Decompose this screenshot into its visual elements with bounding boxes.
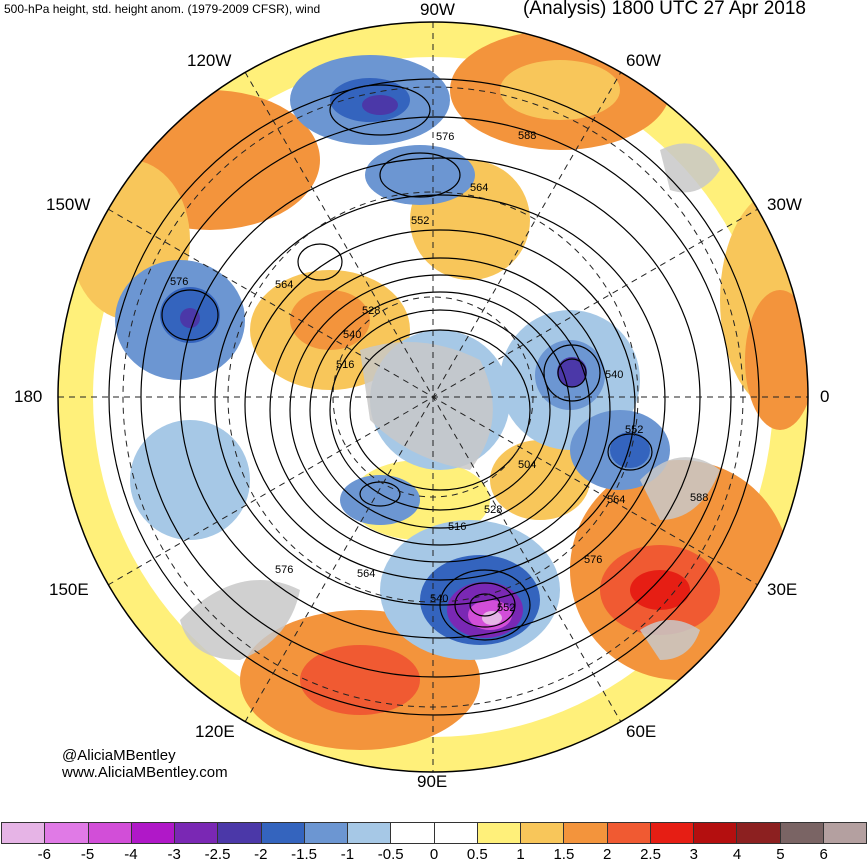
contour-label: 564 [275,279,293,291]
colorbar-swatch [304,822,348,844]
colorbar-swatch [261,822,305,844]
contour-label: 552 [625,424,643,436]
colorbar-swatch [737,822,781,844]
colorbar-swatch [694,822,738,844]
lon-label-90w: 90W [420,0,455,19]
analysis-time-title: (Analysis) 1800 UTC 27 Apr 2018 [522,0,806,19]
lon-label-150e: 150E [49,580,89,599]
colorbar-tick-label: -1.5 [291,846,318,863]
colorbar-swatch [823,822,867,844]
colorbar-labels: -6 -5 -4 -3 -2.5 -2 -1.5 -1 -0.5 0 0.5 1 1.5 2 2.5 3 4 5 6 [0,846,868,865]
colorbar-tick-label: 5 [776,846,785,863]
contour-label: 540 [605,369,623,381]
lon-label-60e: 60E [626,722,657,741]
colorbar-swatch [564,822,608,844]
contour-label: 576 [275,564,293,576]
colorbar-swatch [607,822,651,844]
colorbar-tick-label: 0.5 [466,846,488,863]
contour-label: 588 [690,492,708,504]
colorbar-swatch [131,822,175,844]
colorbar-swatch [175,822,219,844]
contour-label: 564 [470,182,488,194]
colorbar-tick-label: 1 [516,846,525,863]
colorbar-tick-label: 1.5 [553,846,575,863]
lon-label-0: 0 [820,387,830,406]
colorbar-swatch [391,822,435,844]
contour-label: 564 [357,568,375,580]
colorbar-swatch [434,822,478,844]
contour-labels: 576 588 564 552 576 564 528 540 516 540 … [170,130,708,614]
contour-label: 552 [411,215,429,227]
contour-label: 540 [430,593,448,605]
colorbar-swatch [477,822,521,844]
lon-label-30w: 30W [767,195,802,214]
colorbar-tick-label: -6 [37,846,51,863]
contour-label: 540 [343,329,361,341]
map-subtitle: 500-hPa height, std. height anom. (1979-… [4,2,321,16]
contour-label: 516 [448,521,466,533]
colorbar-tick-label: -2 [254,846,268,863]
contour-label: 516 [336,359,354,371]
colorbar-swatch [650,822,694,844]
lon-label-60w: 60W [626,51,661,70]
contour-label: 528 [484,504,502,516]
contour-label: 564 [607,494,625,506]
colorbar-tick-label: 2.5 [640,846,661,863]
contour-label: 528 [362,305,380,317]
colorbar-tick-label: 3 [689,846,698,863]
graticule [58,22,808,772]
contour-label: 576 [584,554,602,566]
colorbar-swatch [780,822,824,844]
colorbar-swatch [218,822,262,844]
colorbar [1,822,867,844]
lon-label-120w: 120W [187,51,232,70]
colorbar-swatch [521,822,565,844]
colorbar-tick-label: 4 [732,846,742,863]
contour-label: 576 [436,131,454,143]
colorbar-tick-label: 0 [429,846,439,863]
lon-label-180: 180 [14,387,43,406]
colorbar-tick-label: -3 [167,846,181,863]
colorbar-tick-label: 6 [819,846,828,863]
credit-website: www.AliciaMBentley.com [62,764,228,781]
contour-label: 576 [170,276,188,288]
colorbar-tick-label: -5 [80,846,95,863]
colorbar-swatch [45,822,89,844]
map-boundary [57,21,809,773]
colorbar-swatch [1,822,46,844]
colorbar-tick-label: 2 [603,846,612,863]
lon-label-150w: 150W [46,195,91,214]
colorbar-swatch [88,822,132,844]
lon-label-120e: 120E [195,722,235,741]
contour-label: 552 [497,602,515,614]
colorbar-tick-label: -1 [340,846,355,863]
lon-label-90e: 90E [417,772,448,791]
colorbar-tick-label: -2.5 [204,846,231,863]
map-disk [58,22,808,772]
contour-label: 588 [518,130,536,142]
colorbar-tick-label: -4 [124,846,138,863]
lon-label-30e: 30E [767,580,798,599]
contour-label: 504 [518,459,536,471]
credit-handle: @AliciaMBentley [62,747,176,764]
colorbar-swatch [348,822,392,844]
polar-map-svg: 576 588 564 552 576 564 528 540 516 540 … [57,21,809,773]
colorbar-tick-label: -0.5 [377,846,404,863]
polar-map: 576 588 564 552 576 564 528 540 516 540 … [14,0,830,791]
